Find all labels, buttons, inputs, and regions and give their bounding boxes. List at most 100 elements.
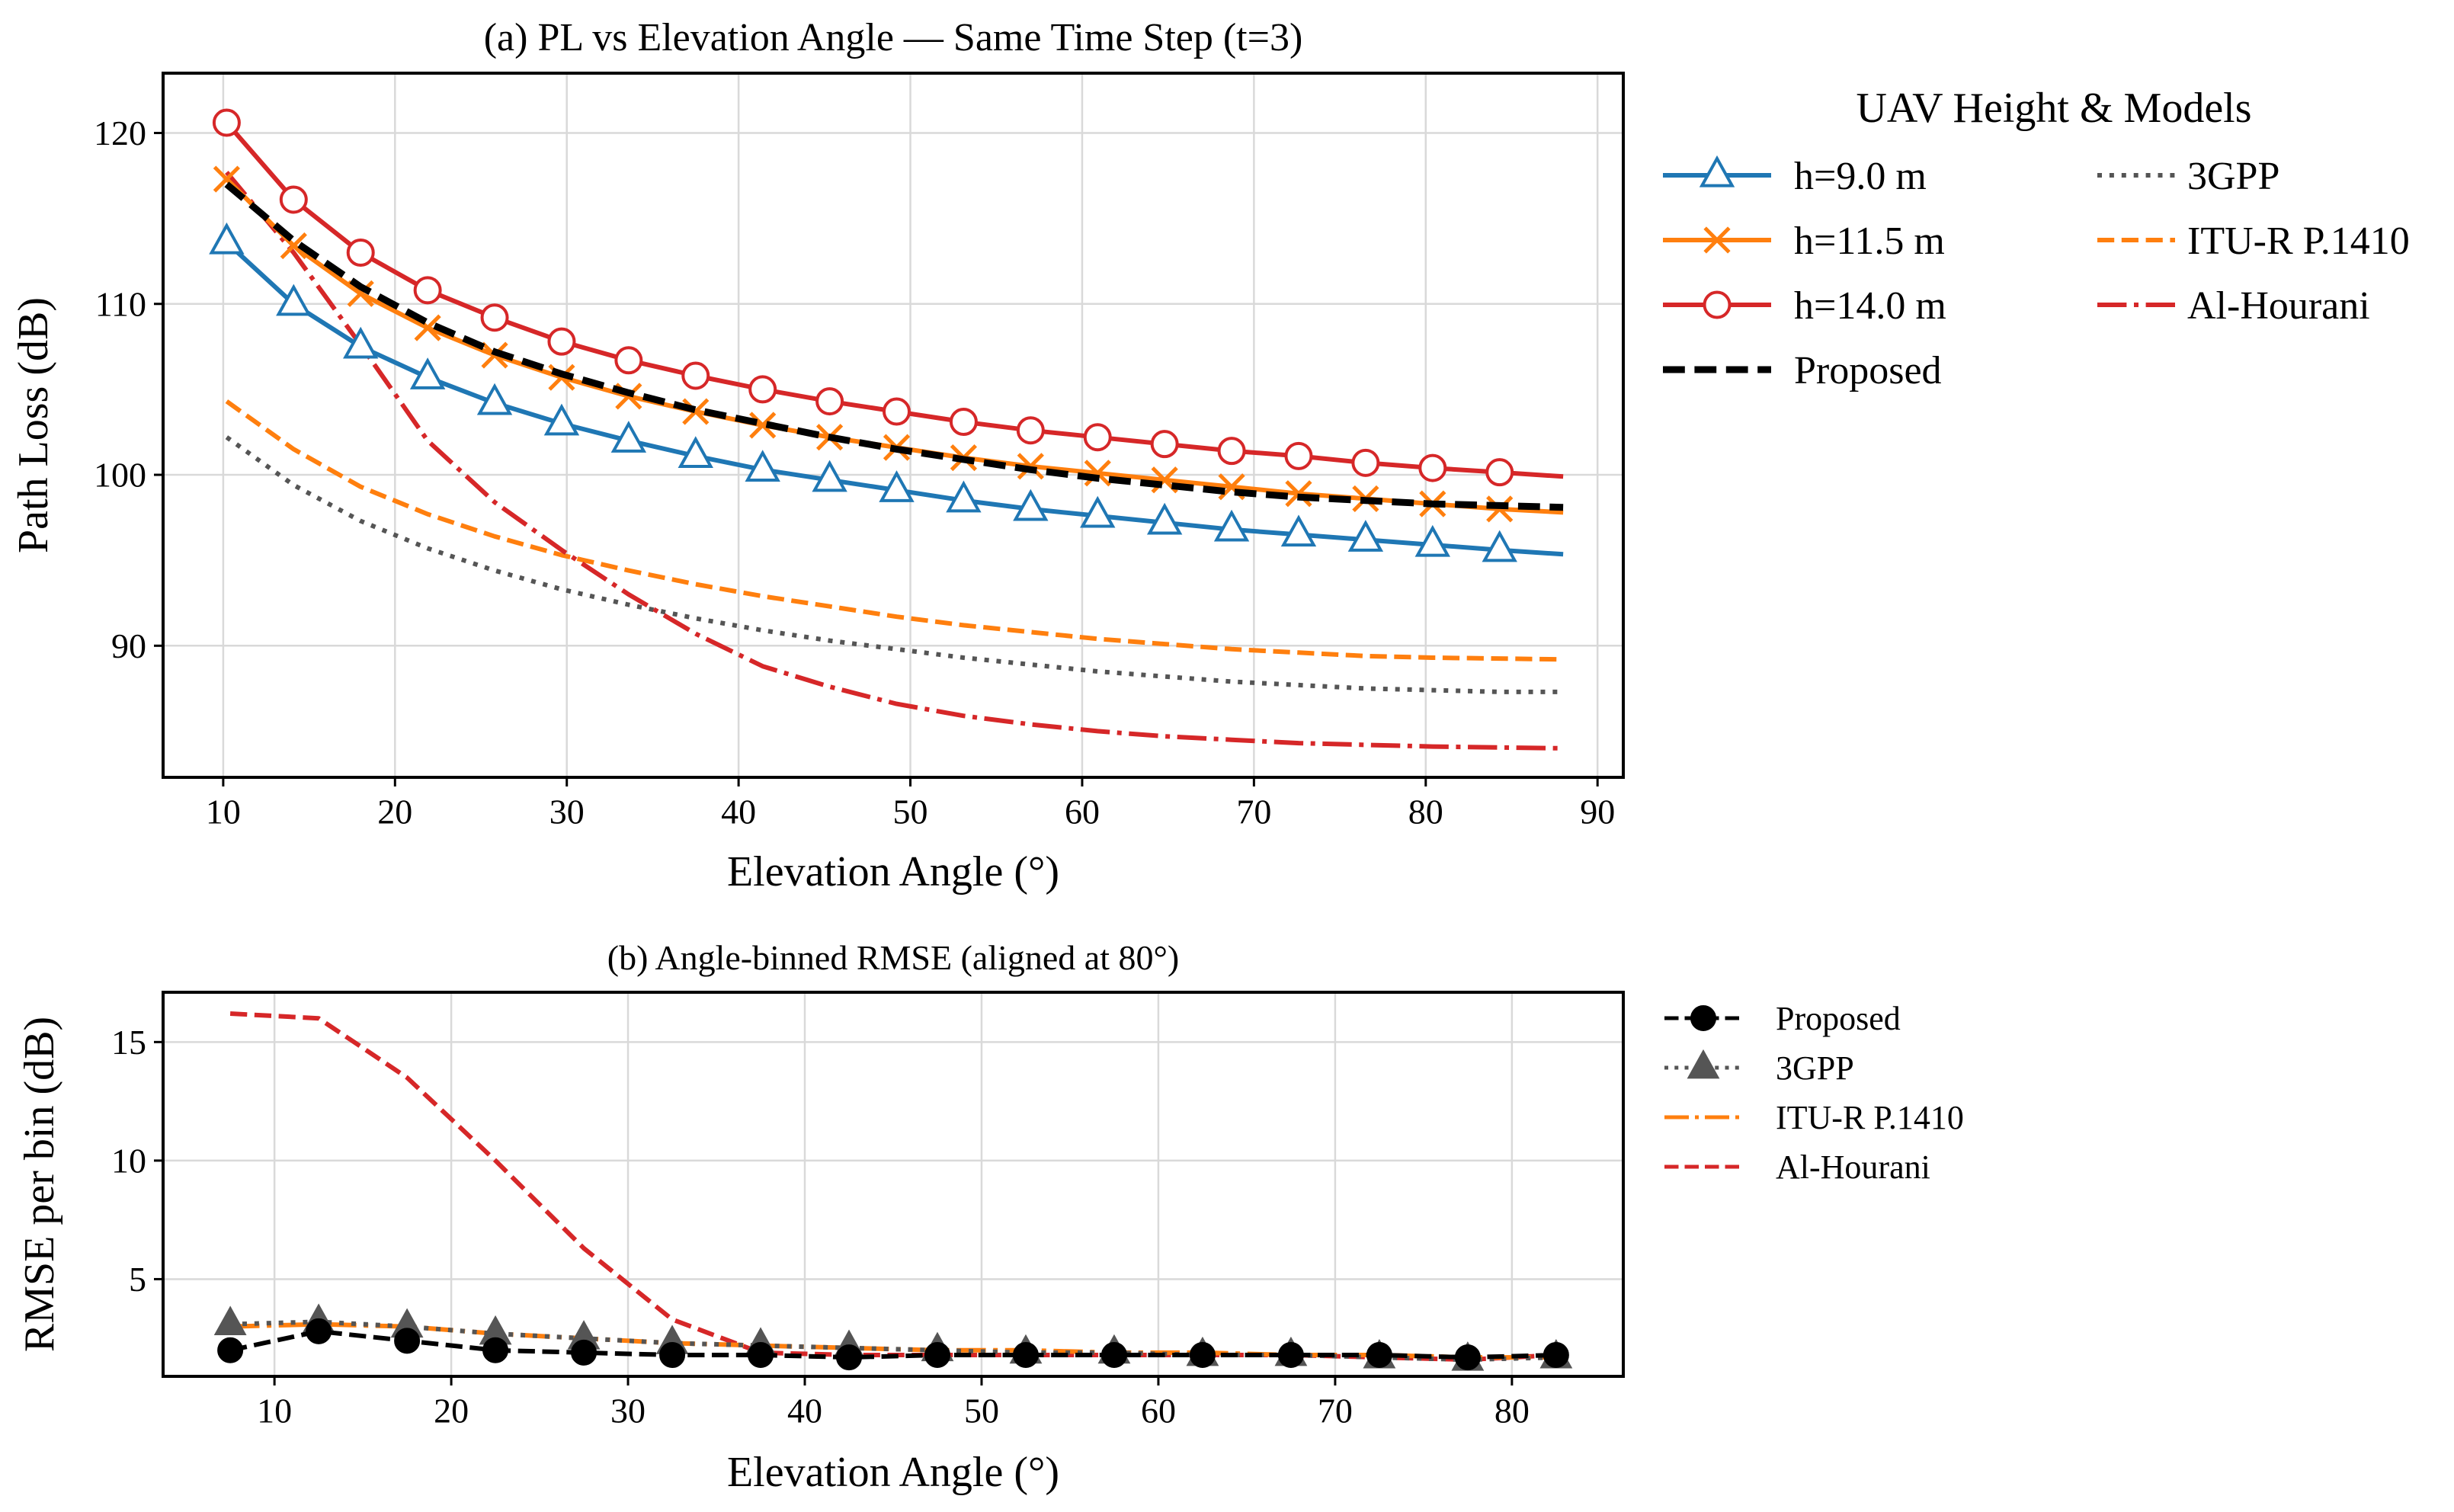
data-point — [1146, 502, 1183, 535]
x-tick-label: 40 — [787, 1391, 822, 1430]
x-tick-label: 70 — [1236, 792, 1271, 831]
x-tick-label: 70 — [1318, 1391, 1353, 1430]
panel-b: 10 20 30 40 50 60 70 80 5 10 15 (b) Angle-binned RM… — [16, 938, 1964, 1496]
series-al-hourani — [229, 1011, 1557, 1363]
series-itu-r-p-1410 — [230, 1321, 1556, 1360]
legend-label: h=14.0 m — [1794, 284, 1946, 328]
legend-label: 3GPP — [2187, 155, 2279, 198]
legend-title: UAV Height & Models — [1856, 85, 2251, 132]
data-point — [1189, 1342, 1216, 1368]
legend-label: ITU-R P.1410 — [2187, 219, 2410, 263]
data-point — [1351, 448, 1380, 477]
data-point — [217, 1337, 244, 1363]
panel-a: 10 20 30 40 50 60 70 80 90 90 100 110 120 (a) PL vs E… — [10, 16, 2410, 895]
data-point — [279, 185, 308, 214]
data-point — [1485, 458, 1514, 487]
legend-marker — [1703, 226, 1731, 254]
gridlines — [163, 992, 1623, 1376]
data-point — [610, 421, 647, 453]
data-point — [678, 436, 713, 469]
data-point — [946, 480, 982, 513]
legend-marker — [1690, 1005, 1716, 1031]
data-point — [1016, 416, 1045, 445]
data-point — [543, 403, 580, 436]
legend-item-proposed: Proposed — [1664, 1000, 1901, 1037]
x-axis-label: Elevation Angle (°) — [727, 848, 1059, 895]
data-point — [1100, 1342, 1127, 1368]
y-tick-label: 120 — [94, 114, 146, 152]
data-point — [748, 1342, 774, 1368]
series-line-itu-r-p-1410 — [230, 1321, 1556, 1360]
data-point — [815, 387, 844, 416]
series-proposed — [217, 1318, 1569, 1371]
plot-frame — [162, 72, 1625, 779]
data-point — [476, 383, 513, 415]
series-layer — [209, 108, 1564, 751]
legend-label: h=9.0 m — [1794, 155, 1927, 198]
series-line-al-hourani — [225, 171, 1564, 751]
data-point — [547, 327, 576, 356]
data-point — [343, 326, 379, 359]
chart-title: (b) Angle-binned RMSE (aligned at 80°) — [607, 938, 1179, 977]
y-tick-label: 15 — [111, 1023, 146, 1062]
legend-label: h=11.5 m — [1794, 219, 1945, 263]
x-tick-label: 10 — [206, 792, 241, 831]
data-point — [1280, 514, 1317, 547]
x-tick-label: 10 — [257, 1391, 292, 1430]
legend: UAV Height & Models h=9.0 m h=11.5 m h=14.0… — [1663, 85, 2410, 392]
legend-label: Al-Hourani — [1776, 1148, 1930, 1186]
y-tick-label: 5 — [129, 1260, 146, 1299]
x-tick-label: 60 — [1065, 792, 1100, 831]
legend-marker — [1687, 1049, 1720, 1079]
data-point — [1217, 437, 1246, 466]
x-tick-label: 40 — [721, 792, 756, 831]
legend-marker — [1703, 290, 1732, 319]
series-h-14-0-m — [212, 108, 1564, 487]
series-proposed — [224, 181, 1564, 511]
data-point — [1213, 509, 1250, 542]
x-tick-label: 80 — [1408, 792, 1443, 831]
data-point — [480, 303, 509, 332]
x-tick-label: 30 — [610, 1391, 646, 1430]
legend: Proposed 3GPP ITU-R P.1410 Al-Hourani — [1664, 1000, 1964, 1186]
y-tick-label: 110 — [95, 284, 146, 323]
legend-label: Al-Hourani — [2187, 284, 2370, 328]
y-tick-label: 10 — [111, 1142, 146, 1180]
data-point — [347, 280, 374, 307]
y-axis-label: RMSE per bin (dB) — [16, 1017, 63, 1352]
series-line-proposed — [224, 181, 1564, 511]
data-point — [1277, 1342, 1304, 1368]
x-tick-label: 90 — [1580, 792, 1615, 831]
data-point — [1012, 1342, 1039, 1368]
data-point — [213, 1305, 247, 1335]
legend-label: ITU-R P.1410 — [1776, 1099, 1964, 1136]
data-point — [409, 357, 446, 389]
data-point — [1013, 489, 1049, 521]
data-point — [748, 375, 777, 404]
data-point — [1482, 530, 1517, 562]
data-point — [571, 1339, 597, 1366]
x-axis-label: Elevation Angle (°) — [727, 1449, 1059, 1496]
data-point — [745, 450, 780, 482]
legend-item-3gpp: 3GPP — [1664, 1049, 1854, 1087]
data-point — [681, 361, 710, 390]
series-line-proposed — [229, 1328, 1556, 1360]
legend-item-3gpp: 3GPP — [2097, 155, 2279, 198]
series-al-hourani — [225, 171, 1564, 751]
data-point — [1083, 423, 1112, 452]
data-point — [394, 1328, 421, 1354]
legend-label: Proposed — [1794, 349, 1942, 392]
legend-item-itu-r-p-1410: ITU-R P.1410 — [2097, 219, 2410, 263]
data-point — [482, 1337, 509, 1363]
series-itu-r-p-1410 — [225, 399, 1564, 662]
data-point — [1347, 520, 1384, 552]
data-point — [812, 460, 847, 492]
data-point — [1150, 430, 1179, 459]
series-layer — [213, 1011, 1573, 1371]
data-point — [949, 408, 978, 437]
data-point — [1080, 495, 1116, 528]
data-point — [614, 346, 643, 375]
series-line-itu-r-p-1410 — [225, 399, 1564, 662]
data-point — [879, 470, 915, 502]
